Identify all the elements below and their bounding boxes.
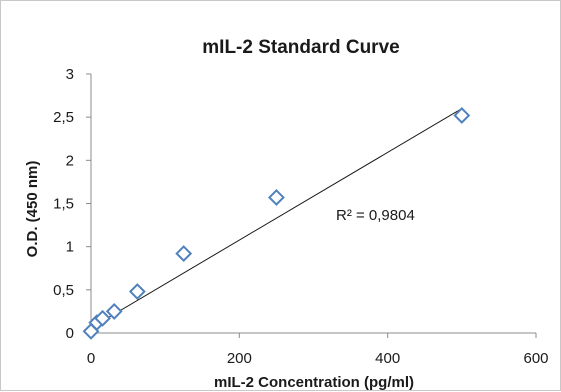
y-tick-label: 0 [66,325,74,342]
y-tick-label: 0,5 [53,282,74,299]
y-axis-label: O.D. (450 nm) [24,161,41,258]
y-tick-label: 2 [66,152,74,169]
x-tick-label: 400 [375,350,400,367]
x-tick-label: 600 [523,350,548,367]
x-tick-label: 200 [227,350,252,367]
data-points [82,107,471,340]
y-tick-label: 3 [66,66,74,83]
trendline [90,108,463,329]
y-tick-label: 1 [66,239,74,256]
data-point [128,283,146,300]
data-point [175,245,193,262]
y-tick-label: 1,5 [53,196,74,213]
data-point [268,189,285,206]
x-axis-label: mIL-2 Concentration (pg/ml) [214,374,414,391]
data-point [105,303,123,320]
r-squared-annotation: R² = 0,9804 [336,207,415,224]
data-point [453,107,471,124]
chart-title: mIL-2 Standard Curve [202,37,399,58]
axes [90,74,536,334]
y-tick-labels: 0 0,5 1 1,5 2 2,5 3 [53,66,91,342]
y-tick-label: 2,5 [53,109,74,126]
x-tick-labels: 0 200 400 600 [87,333,549,367]
data-point [94,309,111,327]
x-tick-label: 0 [87,350,95,367]
